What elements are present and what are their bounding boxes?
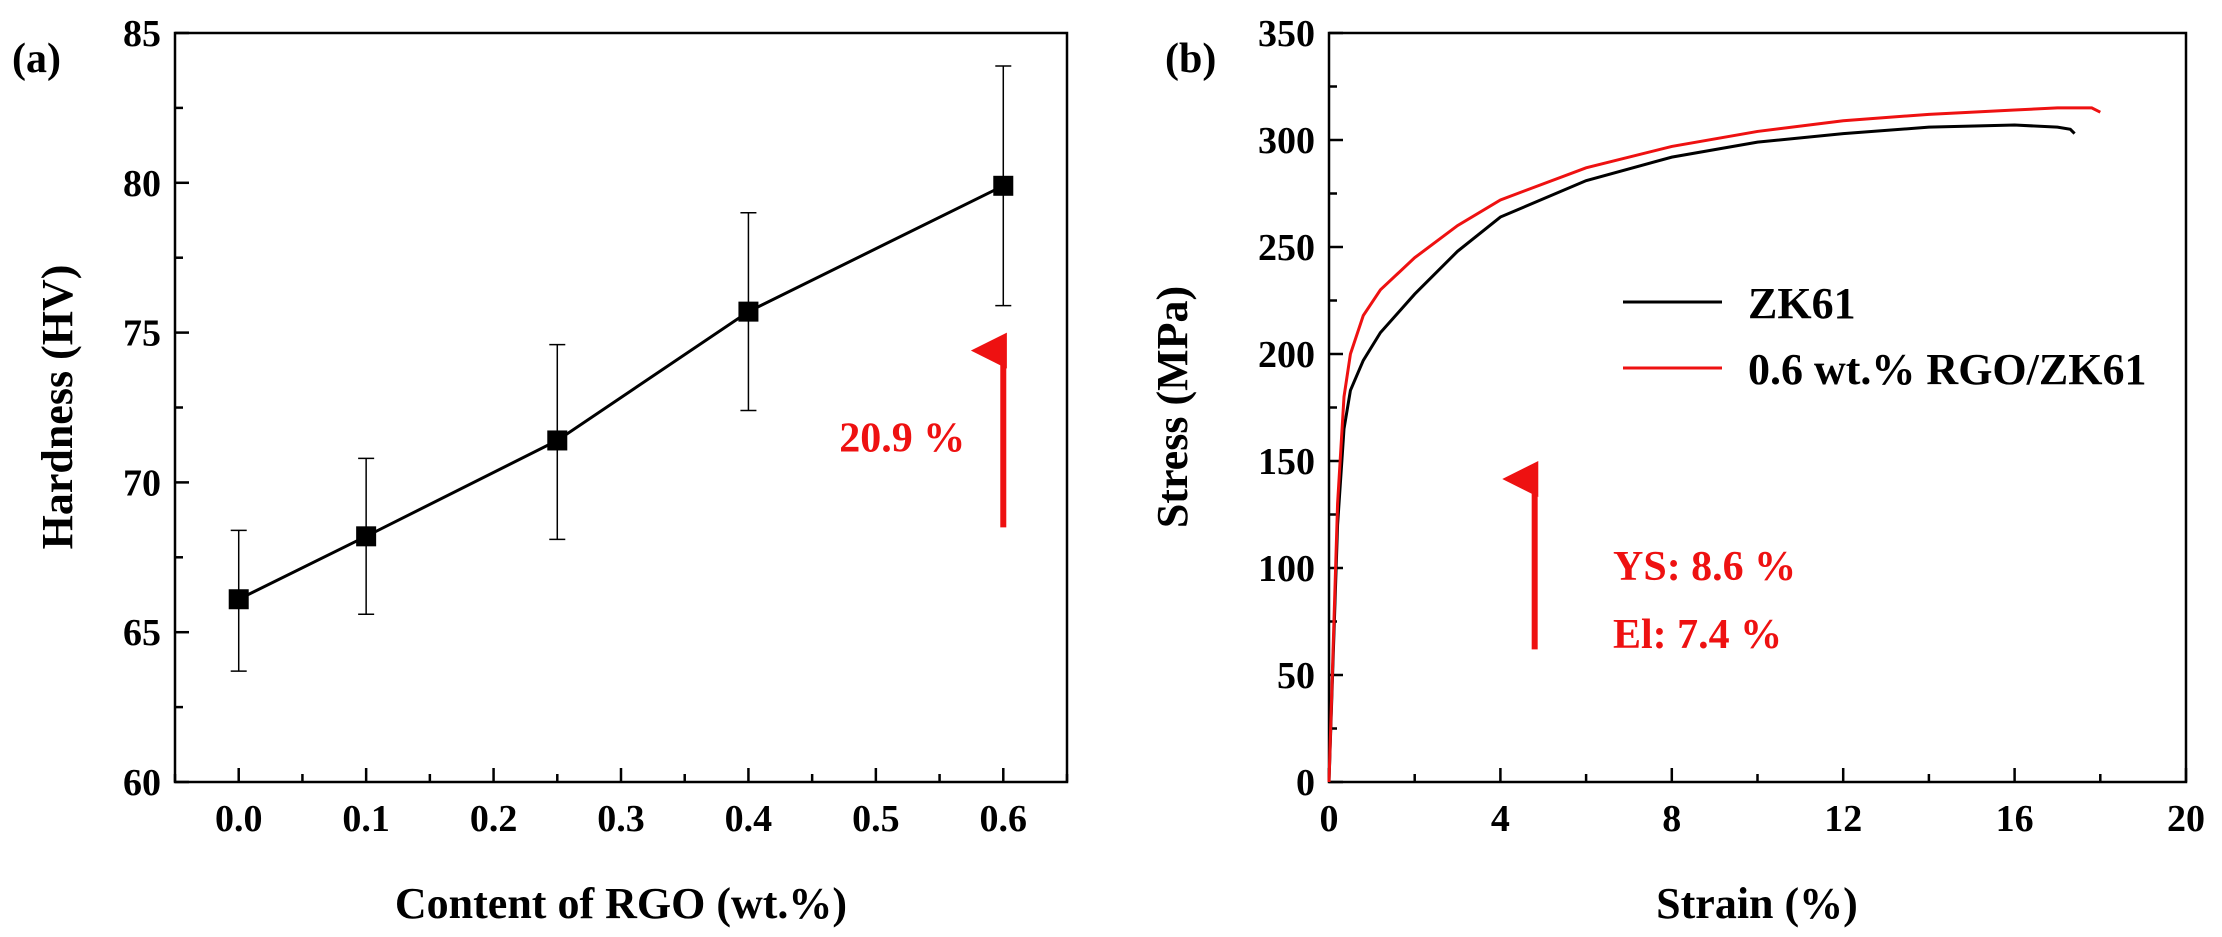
y-tick-label: 200 xyxy=(1258,334,1315,376)
panel-b-label: (b) xyxy=(1165,36,1216,82)
y-tick-label: 70 xyxy=(123,462,161,504)
hardness-point xyxy=(356,526,377,547)
legend-label-zk61: ZK61 xyxy=(1748,279,1856,328)
x-tick-label: 0.3 xyxy=(597,798,645,840)
panel-b-frame xyxy=(1327,31,2188,784)
zk61-curve xyxy=(1327,123,2076,783)
panel-b-stress-strain: (b) 0 50 100 150 200 250 300 350 0 4 8 12 16 20 ZK61… xyxy=(1148,13,2205,928)
panel-a-hardness: (a) 60 65 70 75 80 85 0.0 0.1 0.2 0.3 0.4 0.5 0.6 2… xyxy=(12,13,1069,928)
panel-a-frame xyxy=(173,31,1069,784)
x-tick-label: 4 xyxy=(1491,798,1510,840)
y-tick-label: 65 xyxy=(123,612,161,654)
panel-b-x-ticks: 0 4 8 12 16 20 xyxy=(1320,768,2205,840)
legend-label-rgo-zk61: 0.6 wt.% RGO/ZK61 xyxy=(1748,345,2146,394)
x-tick-label: 0.4 xyxy=(725,798,773,840)
x-tick-label: 0.0 xyxy=(215,798,263,840)
panel-a-y-axis-label: Hardness (HV) xyxy=(33,265,82,550)
y-tick-label: 0 xyxy=(1296,762,1315,804)
y-tick-label: 100 xyxy=(1258,548,1315,590)
panel-a-x-axis-label: Content of RGO (wt.%) xyxy=(395,879,847,928)
x-tick-label: 20 xyxy=(2167,798,2205,840)
x-tick-label: 12 xyxy=(1824,798,1862,840)
x-tick-label: 0.1 xyxy=(342,798,390,840)
x-tick-label: 0.6 xyxy=(980,798,1028,840)
el-increase-label: El: 7.4 % xyxy=(1613,612,1782,658)
ys-increase-label: YS: 8.6 % xyxy=(1613,544,1796,590)
x-tick-label: 0.2 xyxy=(470,798,518,840)
rgo-zk61-curve xyxy=(1327,106,2101,783)
hardness-increase-label: 20.9 % xyxy=(839,415,965,461)
hardness-point xyxy=(993,175,1014,196)
panel-b-x-axis-label: Strain (%) xyxy=(1656,879,1858,928)
y-tick-label: 80 xyxy=(123,163,161,205)
x-tick-label: 0 xyxy=(1320,798,1339,840)
hardness-point xyxy=(738,301,759,322)
hardness-point xyxy=(228,589,249,610)
hardness-error-bars xyxy=(230,65,1012,672)
y-tick-label: 75 xyxy=(123,313,161,355)
hardness-series-line xyxy=(238,184,1004,601)
y-tick-label: 85 xyxy=(123,13,161,55)
x-tick-label: 16 xyxy=(1996,798,2034,840)
panel-a-label: (a) xyxy=(12,36,61,82)
panel-a-y-ticks: 60 65 70 75 80 85 xyxy=(123,13,189,804)
panel-a-x-ticks: 0.0 0.1 0.2 0.3 0.4 0.5 0.6 xyxy=(173,768,1069,840)
legend: ZK61 0.6 wt.% RGO/ZK61 xyxy=(1623,279,2146,394)
y-tick-label: 300 xyxy=(1258,120,1315,162)
x-tick-label: 8 xyxy=(1662,798,1681,840)
y-tick-label: 60 xyxy=(123,762,161,804)
y-tick-label: 350 xyxy=(1258,13,1315,55)
y-tick-label: 150 xyxy=(1258,441,1315,483)
hardness-points xyxy=(228,175,1014,610)
panel-b-y-axis-label: Stress (MPa) xyxy=(1148,286,1197,528)
y-tick-label: 50 xyxy=(1277,655,1315,697)
hardness-point xyxy=(547,430,568,451)
panel-b-y-ticks: 0 50 100 150 200 250 300 350 xyxy=(1258,13,1343,804)
x-tick-label: 0.5 xyxy=(852,798,900,840)
y-tick-label: 250 xyxy=(1258,227,1315,269)
